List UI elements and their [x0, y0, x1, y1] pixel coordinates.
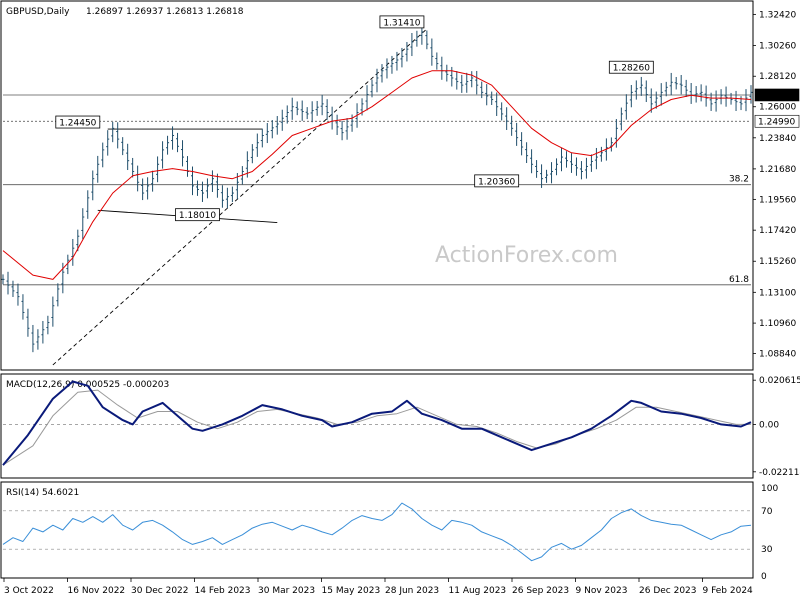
macd-panel [0, 373, 754, 479]
rsi-tick-label-2: 30 [761, 545, 773, 555]
price-label-3: 1.18010 [179, 211, 216, 221]
main-panel [0, 0, 754, 371]
tick-label-5: 1.21680 [759, 165, 796, 175]
tick-label-10: 1.10960 [759, 319, 796, 329]
tick-label-7: 1.17420 [759, 226, 796, 236]
price-label-2: 1.24450 [59, 119, 96, 129]
tick-label-9: 1.13100 [759, 288, 796, 298]
ma-line [2, 70, 752, 280]
price-bars [1, 22, 753, 353]
macd-signal-line [2, 389, 751, 466]
rsi-tick-label-3: 0 [761, 572, 767, 582]
axis-marker-0: 1.26818 [758, 91, 795, 101]
price-label-0: 1.31410 [383, 18, 420, 28]
tick-label-2: 1.28120 [759, 72, 796, 82]
macd-tick-label-0: 0.020615 [759, 376, 800, 386]
tick-label-0: 1.32420 [759, 10, 796, 20]
x-label-9: 9 Nov 2023 [576, 586, 628, 596]
rsi-title: RSI(14) 54.6021 [6, 488, 79, 498]
x-label-2: 30 Dec 2022 [131, 586, 189, 596]
axis-marker-1: 1.24990 [758, 117, 795, 127]
price-label-box-1 [608, 60, 654, 74]
x-label-7: 11 Aug 2023 [449, 586, 507, 596]
x-label-8: 26 Sep 2023 [512, 586, 569, 596]
macd-tick-label-2: -0.022114 [759, 468, 800, 478]
tick-label-6: 1.19560 [759, 195, 796, 205]
price-label-box-2 [55, 115, 101, 129]
x-label-4: 30 Mar 2023 [258, 586, 315, 596]
price-label-4: 1.20360 [478, 177, 515, 187]
symbol-label: GBPUSD,Daily [6, 7, 70, 17]
price-label-1: 1.28260 [613, 64, 650, 74]
fib-label-61.8: 61.8 [729, 275, 749, 285]
x-label-0: 3 Oct 2022 [4, 586, 54, 596]
x-label-1: 16 Nov 2022 [68, 586, 126, 596]
x-label-10: 26 Dec 2023 [639, 586, 697, 596]
rsi-tick-label-0: 100 [761, 484, 778, 494]
x-label-3: 14 Feb 2023 [195, 586, 251, 596]
tick-label-8: 1.15260 [759, 257, 796, 267]
ohlc-readout: 1.26897 1.26937 1.26813 1.26818 [86, 7, 244, 17]
rsi-axis: 100 70 30 0 [761, 484, 778, 582]
rsi-series [2, 502, 752, 562]
rsi-panel [0, 481, 754, 579]
rsi-grid [3, 510, 751, 550]
rsi-line [2, 502, 752, 562]
macd-series [2, 380, 752, 466]
macd-axis: 0.020615 0.00 -0.022114 [753, 376, 800, 478]
axis-marker-box-0 [754, 88, 800, 102]
fib-label-38.2: 38.2 [729, 175, 749, 185]
price-labels: 1.31410 1.28260 1.24450 1.18010 1.20360 [55, 15, 654, 222]
time-axis: 3 Oct 2022 16 Nov 2022 30 Dec 2022 14 Feb 2… [3, 578, 754, 596]
axis-marker-box-1 [754, 114, 800, 128]
tick-label-3: 1.26000 [759, 103, 796, 113]
tick-label-11: 1.08840 [759, 350, 796, 360]
price-label-box-0 [379, 15, 425, 29]
price-label-box-4 [474, 174, 520, 188]
watermark: ActionForex.com [435, 243, 618, 268]
rsi-tick-label-1: 70 [761, 507, 773, 517]
price-axis: 1.32420 1.30260 1.28120 1.26000 1.23840 1.216… [753, 10, 800, 360]
price-label-box-3 [175, 208, 220, 222]
tick-label-4: 1.23840 [759, 134, 796, 144]
moving-average [2, 70, 752, 280]
macd-main-line [2, 380, 752, 466]
x-label-5: 15 May 2023 [322, 586, 381, 596]
x-label-6: 28 Jun 2023 [385, 586, 439, 596]
x-label-11: 9 Feb 2024 [703, 586, 754, 596]
tick-label-1: 1.30260 [759, 41, 796, 51]
macd-tick-label-1: 0.00 [759, 420, 779, 430]
